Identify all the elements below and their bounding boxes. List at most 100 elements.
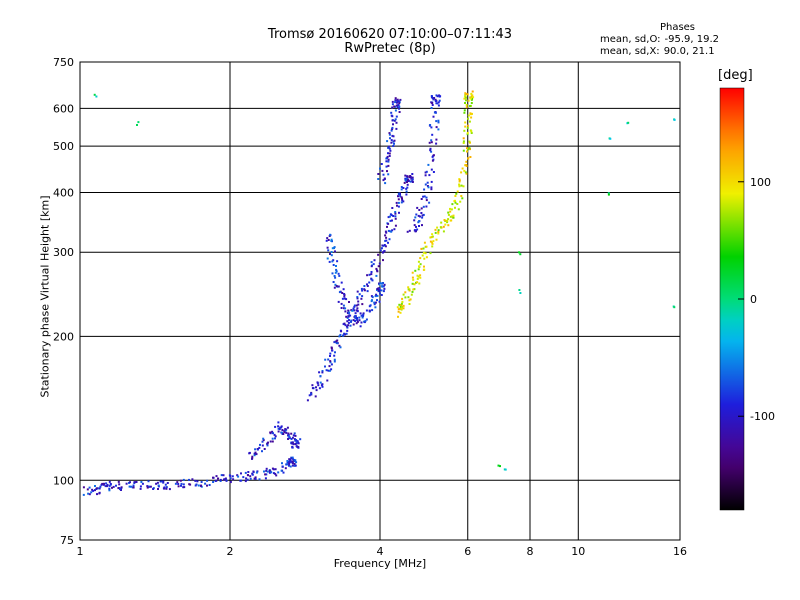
echo-point <box>93 93 96 96</box>
echo-points <box>82 90 676 496</box>
echo-point <box>108 489 111 492</box>
x-tick-label: 6 <box>464 545 471 558</box>
echo-point <box>354 315 357 317</box>
echo-point <box>417 268 420 271</box>
echo-point <box>133 481 136 484</box>
echo-point <box>417 214 420 217</box>
echo-point <box>220 474 223 477</box>
echo-point <box>370 265 373 268</box>
echo-point <box>406 230 409 233</box>
echo-point <box>405 193 408 196</box>
echo-point <box>429 149 432 152</box>
echo-point <box>246 474 249 476</box>
x-tick-label: 4 <box>377 545 384 558</box>
echo-point <box>373 303 376 306</box>
echo-point <box>212 476 214 479</box>
echo-point <box>472 96 475 99</box>
echo-point <box>335 340 338 343</box>
y-tick-label: 75 <box>60 534 74 547</box>
y-axis-label: Stationary phase Virtual Height [km] <box>38 195 52 398</box>
echo-point <box>356 297 359 300</box>
echo-point <box>254 451 257 454</box>
echo-point <box>434 100 437 102</box>
echo-point <box>229 477 232 480</box>
echo-point <box>340 302 343 305</box>
echo-point <box>418 225 420 227</box>
colorbar-unit: [deg] <box>718 68 753 83</box>
echo-point <box>329 360 332 363</box>
echo-point <box>328 365 331 368</box>
echo-point <box>425 170 428 173</box>
echo-point <box>256 470 259 473</box>
echo-point <box>385 231 388 234</box>
echo-point <box>374 301 377 304</box>
echo-point <box>86 488 89 491</box>
echo-point <box>385 165 388 168</box>
echo-point <box>398 102 401 105</box>
echo-point <box>295 441 298 444</box>
echo-point <box>345 332 348 335</box>
echo-point <box>360 321 363 324</box>
phase-x-label: mean, sd,X: <box>600 46 660 57</box>
echo-point <box>353 309 356 312</box>
echo-point <box>332 281 335 283</box>
echo-point <box>334 271 337 274</box>
echo-point <box>341 292 344 294</box>
echo-point <box>147 485 150 488</box>
echo-point <box>463 129 466 132</box>
echo-point <box>463 97 466 100</box>
echo-point <box>458 180 461 183</box>
echo-point <box>327 249 330 252</box>
echo-point <box>343 322 346 325</box>
echo-point <box>389 219 392 222</box>
echo-point <box>135 481 138 483</box>
echo-point <box>132 486 135 489</box>
echo-point <box>458 185 461 188</box>
echo-point <box>388 238 391 241</box>
echo-point <box>451 215 453 218</box>
echo-point <box>428 141 431 144</box>
echo-point <box>97 487 100 490</box>
echo-point <box>314 395 317 398</box>
echo-point <box>466 133 469 136</box>
echo-point <box>311 387 314 390</box>
echo-point <box>359 325 362 328</box>
echo-point <box>310 392 313 395</box>
echo-point <box>429 240 432 243</box>
echo-point <box>376 294 379 297</box>
echo-point <box>354 312 357 315</box>
echo-point <box>400 201 403 204</box>
echo-point <box>389 137 391 140</box>
echo-point <box>263 448 266 450</box>
echo-point <box>347 315 350 318</box>
echo-point <box>272 432 274 435</box>
echo-point <box>196 480 199 483</box>
echo-point <box>466 150 468 153</box>
echo-point <box>274 435 277 438</box>
echo-point <box>454 195 457 197</box>
echo-point <box>346 316 349 319</box>
echo-point <box>420 207 423 210</box>
echo-point <box>291 456 294 459</box>
echo-point <box>334 283 337 286</box>
echo-point <box>337 285 340 288</box>
echo-point <box>280 426 283 429</box>
echo-point <box>387 241 389 244</box>
echo-point <box>288 462 291 465</box>
echo-point <box>451 203 454 206</box>
echo-point <box>437 101 440 104</box>
echo-point <box>348 319 350 322</box>
echo-point <box>294 443 297 445</box>
echo-point <box>177 483 180 485</box>
echo-point <box>458 178 461 181</box>
echo-point <box>177 485 180 488</box>
echo-point <box>375 274 378 277</box>
echo-point <box>380 247 383 250</box>
echo-point <box>334 250 336 253</box>
echo-point <box>316 381 319 384</box>
echo-point <box>400 304 403 306</box>
echo-point <box>425 245 428 248</box>
echo-point <box>347 309 350 312</box>
echo-point <box>387 222 390 225</box>
echo-point <box>434 228 437 231</box>
